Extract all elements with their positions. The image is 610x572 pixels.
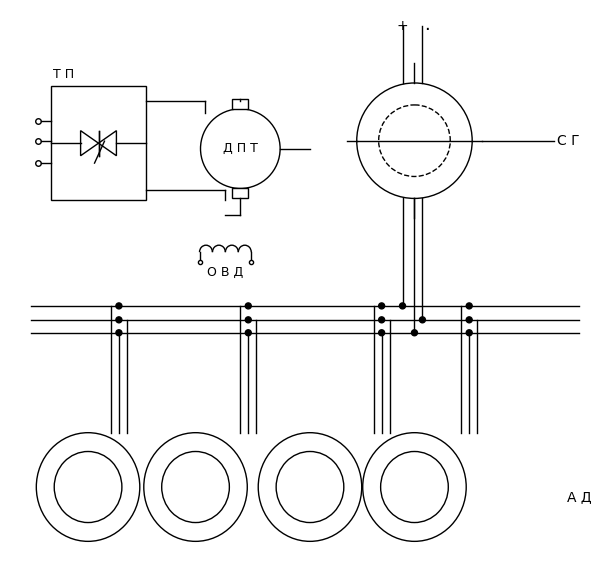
Bar (232, 99, 248, 109)
Circle shape (466, 317, 472, 323)
Circle shape (420, 317, 425, 323)
Circle shape (379, 330, 385, 336)
Circle shape (400, 303, 406, 309)
Text: ·: · (425, 21, 430, 39)
Bar (51, 86, 146, 200)
Circle shape (466, 303, 472, 309)
Text: +: + (396, 19, 408, 33)
Circle shape (412, 330, 417, 336)
Text: Д П Т: Д П Т (223, 142, 258, 155)
Circle shape (379, 317, 385, 323)
Circle shape (245, 303, 251, 309)
Text: А Д: А Д (567, 490, 591, 504)
Circle shape (245, 317, 251, 323)
Circle shape (116, 330, 122, 336)
Text: Т П: Т П (53, 68, 74, 81)
Circle shape (466, 330, 472, 336)
Text: О В Д: О В Д (207, 266, 243, 279)
Text: С Г: С Г (557, 134, 580, 148)
Circle shape (379, 303, 385, 309)
Circle shape (116, 303, 122, 309)
Bar (232, 189, 248, 198)
Circle shape (116, 317, 122, 323)
Circle shape (245, 330, 251, 336)
